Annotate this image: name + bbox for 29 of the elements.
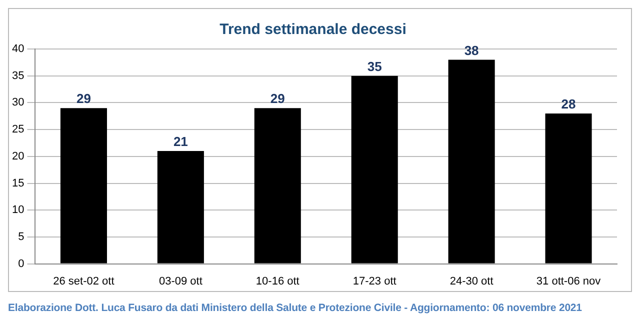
bar: [254, 108, 301, 264]
data-label: 21: [173, 134, 188, 150]
bar: [448, 60, 495, 264]
data-label: 29: [270, 91, 285, 106]
y-tick-label: 25: [12, 124, 24, 136]
y-tick-label: 10: [12, 204, 24, 216]
bar: [157, 151, 204, 264]
y-tick-label: 35: [12, 70, 24, 82]
x-tick-label: 24-30 ott: [450, 275, 494, 288]
x-tick-label: 17-23 ott: [352, 275, 396, 288]
y-tick-label: 5: [18, 230, 24, 243]
x-tick-label: 10-16 ott: [256, 275, 300, 288]
y-tick-label: 0: [18, 258, 24, 270]
y-tick-label: 15: [12, 177, 24, 190]
data-label: 38: [464, 42, 479, 58]
y-tick-label: 30: [12, 96, 24, 109]
text: Elaborazione Dott. Luca Fusaro da dati Ministero della Salute e Protezione Civile - Aggiornamento: 06 novembre 2021: [8, 302, 583, 314]
x-tick-label: 26 set-02 ott: [53, 275, 114, 288]
data-label: 28: [561, 96, 576, 112]
y-tick-label: 40: [12, 43, 24, 56]
data-label: 35: [367, 58, 382, 74]
x-tick-label: 03-09 ott: [158, 275, 202, 288]
bar: [60, 108, 107, 264]
bar: [545, 113, 592, 264]
x-tick-label: 31 ott-06 nov: [536, 275, 602, 288]
data-label: 29: [76, 91, 91, 106]
y-tick-label: 20: [12, 150, 24, 162]
chart-title: Trend settimanale decessi: [220, 21, 406, 38]
bar: [351, 76, 398, 264]
